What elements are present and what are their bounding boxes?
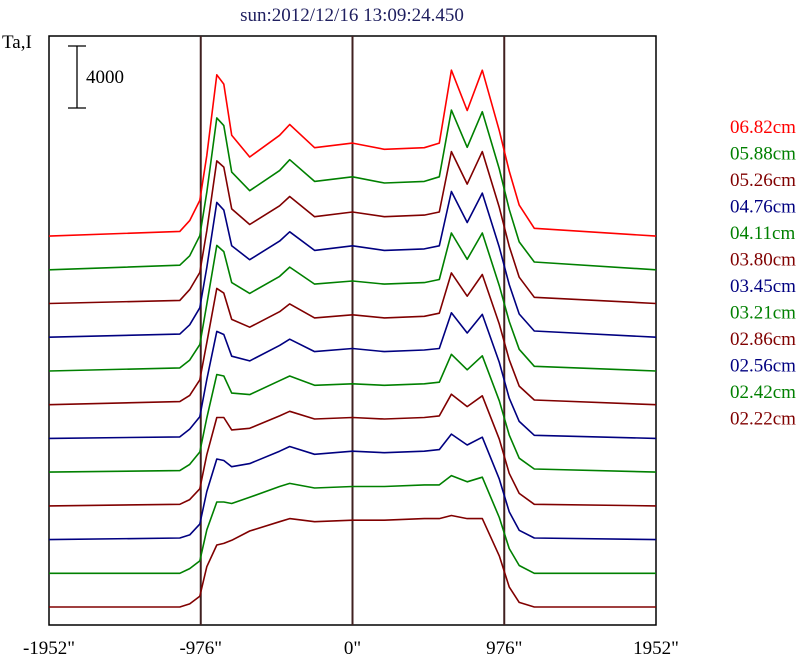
scale-bar-label: 4000 — [86, 67, 124, 88]
series-line-06.82cm — [48, 69, 657, 237]
legend-entry: 02.86cm — [730, 329, 796, 350]
legend-entry: 04.11cm — [730, 223, 795, 244]
y-axis-label: Ta,I — [2, 32, 32, 53]
legend-entry: 03.45cm — [730, 276, 796, 297]
vertical-markers — [199, 36, 506, 625]
legend-entry: 05.88cm — [730, 144, 796, 165]
x-tick-label: 1952" — [633, 638, 679, 659]
series-line-04.11cm — [48, 232, 657, 372]
scale-bar: 4000 — [68, 45, 124, 109]
series-line-02.86cm — [48, 393, 657, 507]
legend-entry: 03.80cm — [730, 250, 796, 271]
series-line-03.45cm — [48, 311, 657, 440]
legend-entry: 02.42cm — [730, 382, 796, 403]
legend: 06.82cm 05.88cm 05.26cm 04.76cm 04.11cm 03.80… — [730, 117, 796, 430]
series-line-05.26cm — [48, 150, 657, 305]
legend-entry: 02.56cm — [730, 356, 796, 377]
x-tick-label: 0" — [344, 638, 361, 659]
legend-entry: 05.26cm — [730, 170, 796, 191]
series-line-02.22cm — [49, 514, 656, 608]
legend-entry: 06.82cm — [730, 117, 796, 138]
legend-entry: 02.22cm — [730, 409, 796, 430]
series-line-05.88cm — [48, 109, 657, 271]
chart-title: sun:2012/12/16 13:09:24.450 — [240, 5, 464, 26]
series-line-04.76cm — [48, 190, 657, 338]
x-tick-label: -976" — [179, 638, 222, 659]
x-tick-labels: -1952" -976" 0" 976" 1952" — [23, 638, 679, 659]
series-line-02.56cm — [48, 433, 657, 541]
series-lines — [48, 69, 657, 608]
series-line-03.21cm — [48, 353, 657, 473]
legend-entry: 03.21cm — [730, 303, 796, 324]
legend-entry: 04.76cm — [730, 197, 796, 218]
x-tick-label: 976" — [486, 638, 522, 659]
series-line-03.80cm — [48, 272, 657, 406]
x-tick-label: -1952" — [23, 638, 75, 659]
series-line-02.42cm — [49, 474, 656, 575]
